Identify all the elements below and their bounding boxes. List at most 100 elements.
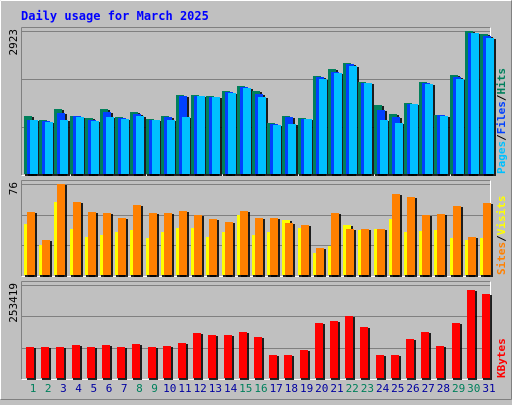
kbytes-bar-kbytes <box>254 337 264 380</box>
bar-fill <box>56 347 64 378</box>
kbytes-bar-kbytes <box>360 327 370 380</box>
hits-bar-pages <box>152 120 162 176</box>
day-label: 1 <box>30 382 37 395</box>
bar-fill <box>102 345 110 378</box>
hits-bar-pages <box>349 66 359 176</box>
day-label: 14 <box>224 382 238 395</box>
day-label: 23 <box>361 382 374 395</box>
visits-bar-sites <box>209 219 219 277</box>
bar-fill <box>422 215 430 275</box>
kbytes-bar-kbytes <box>26 347 36 380</box>
bar-fill <box>167 120 175 174</box>
visits-bar-sites <box>285 223 295 277</box>
bar-fill <box>467 290 475 378</box>
bar-fill <box>452 323 460 378</box>
visits-bar-sites <box>133 205 143 277</box>
bar-fill <box>304 119 312 174</box>
bar-fill <box>456 79 464 174</box>
bar-fill <box>60 120 68 174</box>
bar-fill <box>164 213 172 275</box>
day-label: 30 <box>467 382 480 395</box>
bar-fill <box>57 184 65 275</box>
visits-bar-sites <box>483 203 493 277</box>
day-label: 20 <box>315 382 328 395</box>
day-label: 21 <box>330 382 343 395</box>
bar-fill <box>193 333 201 378</box>
bar-fill <box>391 355 399 378</box>
bar-fill <box>148 347 156 378</box>
bar-fill <box>360 327 368 378</box>
hits-bar-pages <box>91 121 101 176</box>
kbytes-bar-kbytes <box>330 321 340 380</box>
bar-fill <box>194 215 202 275</box>
kbytes-bar-kbytes <box>406 339 416 380</box>
kbytes-bar-kbytes <box>436 346 446 380</box>
kbytes-bar-kbytes <box>72 345 82 380</box>
bar-fill <box>269 355 277 378</box>
kbytes-bar-kbytes <box>467 290 477 380</box>
kbytes-bar-kbytes <box>345 316 355 380</box>
bar-fill <box>392 194 400 275</box>
hits-bar-pages <box>288 124 298 176</box>
kbytes-bar-kbytes <box>163 346 173 380</box>
bar-fill <box>301 225 309 275</box>
hits-bar-pages <box>364 83 374 176</box>
bar-fill <box>41 347 49 378</box>
visits-bar-sites <box>57 184 67 277</box>
day-label: 2 <box>45 382 52 395</box>
bar-fill <box>179 211 187 275</box>
bar-fill <box>334 73 342 174</box>
day-label: 16 <box>254 382 267 395</box>
day-label: 6 <box>106 382 113 395</box>
visits-bar-sites <box>255 218 265 277</box>
visits-bar-sites <box>422 215 432 277</box>
bar-fill <box>133 205 141 275</box>
bar-fill <box>315 323 323 378</box>
day-label: 26 <box>406 382 419 395</box>
bar-fill <box>45 122 53 174</box>
hits-bar-pages <box>182 117 192 176</box>
bar-fill <box>407 197 415 275</box>
day-label: 28 <box>437 382 450 395</box>
day-label: 22 <box>346 382 359 395</box>
day-label: 10 <box>163 382 176 395</box>
bar-fill <box>117 347 125 378</box>
kbytes-bar-kbytes <box>87 347 97 380</box>
bar-fill <box>482 294 490 378</box>
visits-bar-sites <box>164 213 174 277</box>
kbytes-legend: KBytes <box>495 338 508 378</box>
kbytes-bar-kbytes <box>41 347 51 380</box>
hits-bar-pages <box>45 122 55 176</box>
hits-bar-pages <box>304 119 314 176</box>
visits-bar-sites <box>331 213 341 277</box>
hits-bar-pages <box>456 79 466 176</box>
kbytes-bar-kbytes <box>452 323 462 380</box>
kbytes-bar-kbytes <box>376 355 386 380</box>
day-label: 24 <box>376 382 390 395</box>
hits-bar-pages <box>273 125 283 176</box>
visits-bar-sites <box>392 194 402 277</box>
visits-bar-sites <box>179 211 189 277</box>
bar-fill <box>316 248 324 275</box>
bar-fill <box>288 124 296 174</box>
bar-fill <box>270 218 278 275</box>
visits-bar-sites <box>407 197 417 277</box>
hits-bar-pages <box>60 120 70 176</box>
bar-fill <box>88 212 96 275</box>
bar-fill <box>361 229 369 275</box>
bar-fill <box>240 211 248 275</box>
kbytes-bar-kbytes <box>315 323 325 380</box>
hits-bar-pages <box>167 120 177 176</box>
bar-fill <box>437 214 445 275</box>
hits-bar-pages <box>136 116 146 176</box>
legend-files: Files <box>495 101 508 134</box>
bar-fill <box>27 212 35 275</box>
hits-bar-pages <box>425 84 435 176</box>
bar-fill <box>319 79 327 174</box>
visits-bar-sites <box>118 218 128 277</box>
bar-fill <box>136 116 144 174</box>
bar-fill <box>483 203 491 275</box>
